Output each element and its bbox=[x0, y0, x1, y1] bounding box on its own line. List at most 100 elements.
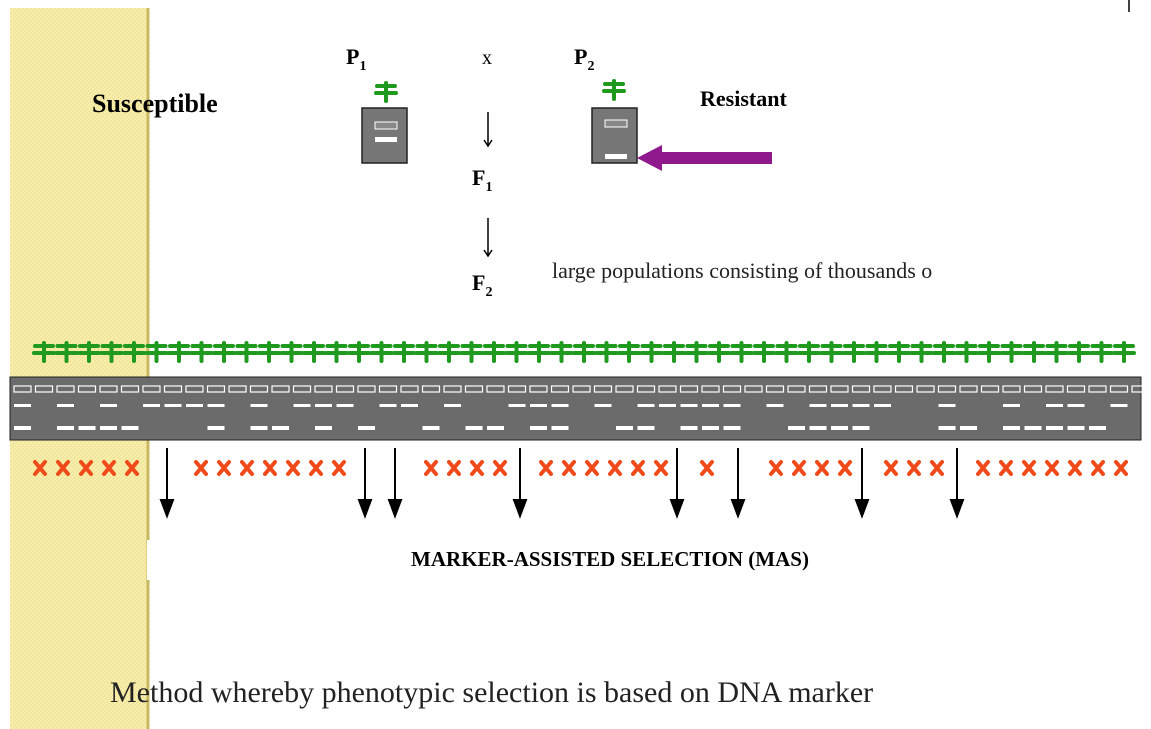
reject-mark bbox=[1093, 462, 1103, 474]
reject-mark bbox=[656, 462, 666, 474]
band bbox=[831, 426, 848, 430]
band bbox=[337, 404, 354, 407]
reject-mark bbox=[978, 462, 988, 474]
reject-mark bbox=[242, 462, 252, 474]
select-arrow bbox=[359, 448, 371, 516]
reject-mark bbox=[219, 462, 229, 474]
plant bbox=[349, 343, 369, 361]
band bbox=[960, 426, 977, 430]
band bbox=[251, 426, 268, 430]
f1-letter: F bbox=[472, 165, 485, 190]
definition: Method whereby phenotypic selection is b… bbox=[110, 676, 873, 709]
resistant-label: Resistant bbox=[700, 86, 787, 111]
band bbox=[57, 404, 74, 407]
reject-mark bbox=[794, 462, 804, 474]
band bbox=[702, 404, 719, 407]
band bbox=[1068, 426, 1085, 430]
p2-gel bbox=[592, 108, 637, 163]
reject-mark bbox=[1047, 462, 1057, 474]
band bbox=[702, 426, 719, 430]
slide: Susceptible Resistant P1 x P2 F1 F2 larg… bbox=[0, 0, 1151, 729]
band bbox=[1046, 404, 1063, 407]
plant bbox=[1114, 343, 1134, 361]
band bbox=[1111, 404, 1128, 407]
band bbox=[509, 404, 526, 407]
reject-mark bbox=[1001, 462, 1011, 474]
plant bbox=[597, 343, 617, 361]
reject-mark bbox=[472, 462, 482, 474]
reject-mark bbox=[886, 462, 896, 474]
f2-letter: F bbox=[472, 270, 485, 295]
plant bbox=[822, 343, 842, 361]
band bbox=[831, 404, 848, 407]
p2-label: P2 bbox=[574, 44, 594, 74]
select-arrow bbox=[732, 448, 744, 516]
reject-mark bbox=[932, 462, 942, 474]
plant bbox=[1092, 343, 1112, 361]
band bbox=[552, 404, 569, 407]
band bbox=[79, 426, 96, 430]
band bbox=[208, 426, 225, 430]
strip-gap bbox=[147, 540, 150, 580]
band bbox=[681, 426, 698, 430]
select-arrow bbox=[856, 448, 868, 516]
select-arrow bbox=[951, 448, 963, 516]
band bbox=[939, 404, 956, 407]
band bbox=[1068, 404, 1085, 407]
plant bbox=[192, 343, 212, 361]
selection-marks bbox=[35, 448, 1126, 516]
plant bbox=[979, 343, 999, 361]
reject-mark bbox=[334, 462, 344, 474]
band bbox=[57, 426, 74, 430]
band bbox=[100, 426, 117, 430]
band bbox=[659, 404, 676, 407]
band bbox=[638, 426, 655, 430]
plant bbox=[507, 343, 527, 361]
band bbox=[358, 426, 375, 430]
reject-mark bbox=[449, 462, 459, 474]
band bbox=[616, 426, 633, 430]
select-arrow bbox=[514, 448, 526, 516]
band bbox=[874, 404, 891, 407]
plant bbox=[462, 343, 482, 361]
reject-mark bbox=[265, 462, 275, 474]
band bbox=[853, 404, 870, 407]
reject-mark bbox=[288, 462, 298, 474]
band bbox=[294, 404, 311, 407]
reject-mark bbox=[1024, 462, 1034, 474]
f1-label: F1 bbox=[472, 165, 492, 195]
page: {"parents": {"p1": {"label": "P", "subsc… bbox=[0, 0, 1151, 729]
plant bbox=[214, 343, 234, 361]
reject-mark bbox=[909, 462, 919, 474]
reject-mark bbox=[495, 462, 505, 474]
plant bbox=[417, 343, 437, 361]
band bbox=[315, 404, 332, 407]
plant bbox=[1002, 343, 1022, 361]
plant bbox=[732, 343, 752, 361]
susceptible-label: Susceptible bbox=[92, 89, 218, 118]
band bbox=[100, 404, 117, 407]
band bbox=[444, 404, 461, 407]
plant bbox=[912, 343, 932, 361]
reject-mark bbox=[587, 462, 597, 474]
plant bbox=[304, 343, 324, 361]
band bbox=[939, 426, 956, 430]
band bbox=[1089, 426, 1106, 430]
p2-sub: 2 bbox=[587, 59, 594, 74]
band bbox=[530, 426, 547, 430]
plant bbox=[957, 343, 977, 361]
p1-letter: P bbox=[346, 44, 359, 69]
reject-mark bbox=[840, 462, 850, 474]
plant bbox=[604, 81, 624, 99]
band bbox=[1003, 426, 1020, 430]
p1-sub: 1 bbox=[359, 59, 366, 74]
reject-mark bbox=[610, 462, 620, 474]
reject-mark bbox=[196, 462, 206, 474]
population-note: large populations consisting of thousand… bbox=[552, 258, 932, 283]
plant bbox=[376, 83, 396, 101]
reject-mark bbox=[702, 462, 712, 474]
band bbox=[853, 426, 870, 430]
reject-mark bbox=[541, 462, 551, 474]
reject-mark bbox=[817, 462, 827, 474]
reject-mark bbox=[311, 462, 321, 474]
